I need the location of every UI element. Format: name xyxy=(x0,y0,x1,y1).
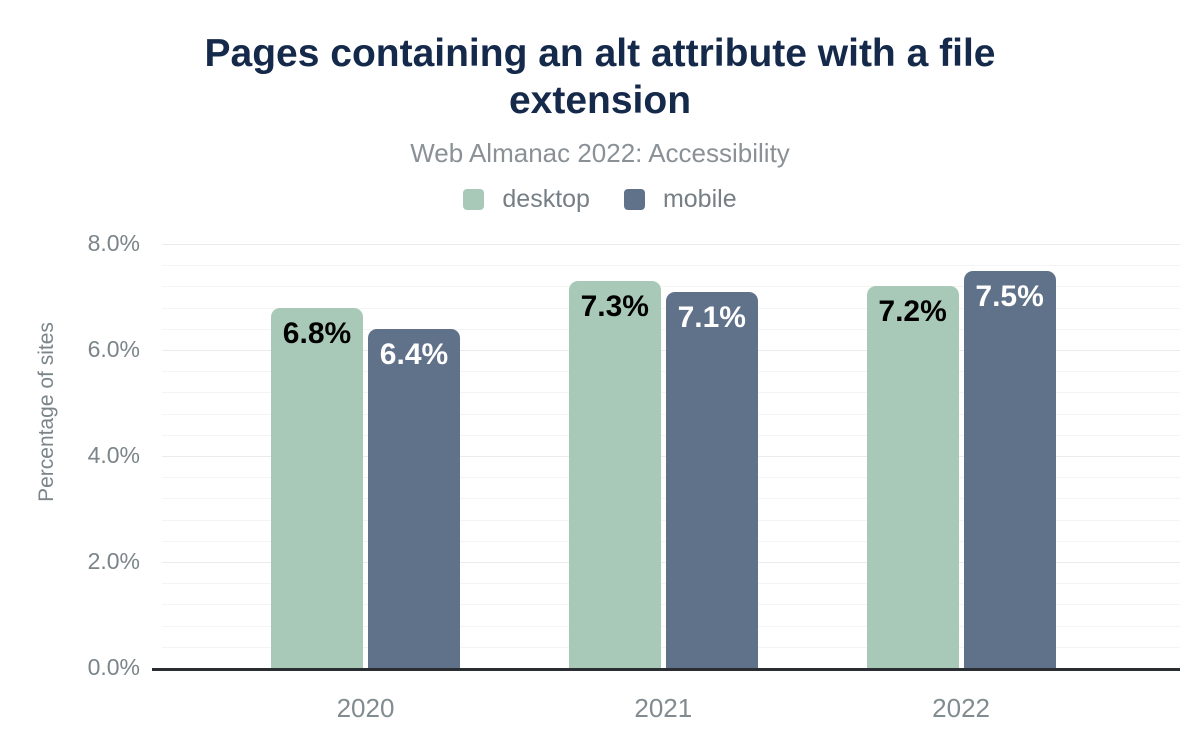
x-tick-label-2021: 2021 xyxy=(634,693,693,723)
bar-desktop-2022: 7.2% xyxy=(866,286,959,668)
legend-swatch-mobile xyxy=(623,188,645,210)
major-gridline xyxy=(162,244,1180,245)
legend-label-mobile: mobile xyxy=(662,184,737,213)
legend-item-mobile: mobile xyxy=(623,184,737,214)
y-tick-label: 6.0% xyxy=(87,336,140,362)
x-tick-label-2022: 2022 xyxy=(932,693,991,723)
bar-mobile-2021: 7.1% xyxy=(665,291,758,668)
bar-value-label: 6.8% xyxy=(282,316,352,350)
y-tick-label: 4.0% xyxy=(87,442,140,468)
bar-value-label: 7.5% xyxy=(975,279,1044,313)
x-tick-label-2020: 2020 xyxy=(336,693,395,723)
bar-value-label: 7.3% xyxy=(580,290,649,324)
legend-label-desktop: desktop xyxy=(502,184,590,213)
minor-gridline xyxy=(162,286,1180,288)
y-tick-label: 2.0% xyxy=(87,548,140,574)
y-tick-label: 0.0% xyxy=(87,654,140,680)
bar-desktop-2021: 7.3% xyxy=(568,281,661,668)
bar-desktop-2020: 6.8% xyxy=(271,307,363,668)
legend-item-desktop: desktop xyxy=(463,185,590,214)
bar-value-label: 7.1% xyxy=(677,300,746,334)
chart-subtitle: Web Almanac 2022: Accessibility xyxy=(410,137,790,168)
chart-title: Pages containing an alt attribute with a… xyxy=(204,32,996,122)
bar-value-label: 6.4% xyxy=(379,337,449,371)
y-tick-label: 8.0% xyxy=(87,230,140,256)
legend-swatch-desktop xyxy=(463,188,485,210)
bar-mobile-2022: 7.5% xyxy=(963,270,1056,668)
bar-value-label: 7.2% xyxy=(878,295,947,329)
minor-gridline xyxy=(162,265,1180,267)
plot-area: 0.0% 2.0% 4.0% 6.0% 8.0% 6.8% 6.4% 7.3% 7.1% 7.2… xyxy=(88,230,1180,723)
legend: desktop mobile xyxy=(0,185,1200,214)
bar-mobile-2020: 6.4% xyxy=(368,328,460,668)
